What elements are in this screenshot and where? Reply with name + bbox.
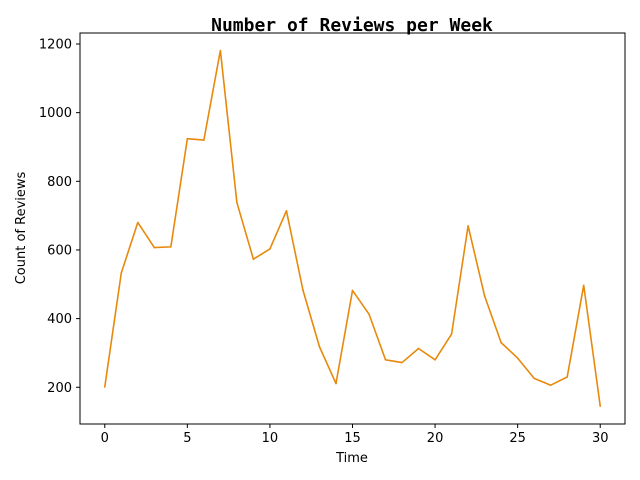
data-point xyxy=(269,248,271,250)
x-tick-label: 0 xyxy=(101,431,109,446)
x-axis-label: Time xyxy=(335,451,368,466)
data-point xyxy=(500,341,502,344)
data-point xyxy=(582,284,585,287)
y-tick-label: 1000 xyxy=(39,106,72,121)
x-tick-label: 15 xyxy=(344,431,361,446)
data-point xyxy=(236,201,238,204)
data-point xyxy=(566,376,568,378)
x-tick-label: 5 xyxy=(183,431,191,446)
series-line xyxy=(103,49,602,407)
data-point xyxy=(335,382,337,385)
data-point xyxy=(120,272,123,274)
chart-title: Number of Reviews per Week xyxy=(211,15,493,36)
data-point xyxy=(186,137,189,140)
data-point xyxy=(219,49,222,52)
data-point xyxy=(170,246,172,248)
y-tick-label: 200 xyxy=(47,381,72,396)
data-point xyxy=(467,225,469,227)
y-tick-label: 400 xyxy=(47,312,72,327)
x-tick-label: 20 xyxy=(427,431,444,446)
data-point xyxy=(318,345,321,348)
data-point xyxy=(351,289,354,292)
plot-frame xyxy=(79,32,626,425)
data-point xyxy=(434,359,436,361)
y-axis: 200 400 600 800 1000 1200 xyxy=(39,37,80,396)
y-axis-label: Count of Reviews xyxy=(14,171,29,284)
data-point xyxy=(285,210,288,212)
data-point xyxy=(368,313,370,315)
x-tick-label: 10 xyxy=(262,431,279,446)
data-point xyxy=(203,139,205,141)
data-point xyxy=(302,289,304,291)
x-tick-label: 25 xyxy=(509,431,526,446)
x-axis: 0 5 10 15 20 25 30 xyxy=(101,424,609,446)
data-point xyxy=(252,258,255,261)
data-point xyxy=(153,246,156,249)
y-tick-label: 600 xyxy=(47,243,72,258)
data-point xyxy=(483,295,486,297)
series-layer xyxy=(103,49,602,407)
data-point xyxy=(450,333,453,335)
data-point xyxy=(533,377,535,380)
data-point xyxy=(103,386,106,388)
data-point xyxy=(137,221,139,224)
data-point xyxy=(401,361,403,364)
y-tick-label: 800 xyxy=(47,175,72,190)
x-tick-label: 30 xyxy=(592,431,609,446)
y-tick-label: 1200 xyxy=(39,37,72,52)
data-point xyxy=(549,384,552,387)
data-point xyxy=(516,357,519,359)
data-point xyxy=(384,359,387,361)
data-point xyxy=(599,405,602,407)
data-point xyxy=(417,347,420,350)
